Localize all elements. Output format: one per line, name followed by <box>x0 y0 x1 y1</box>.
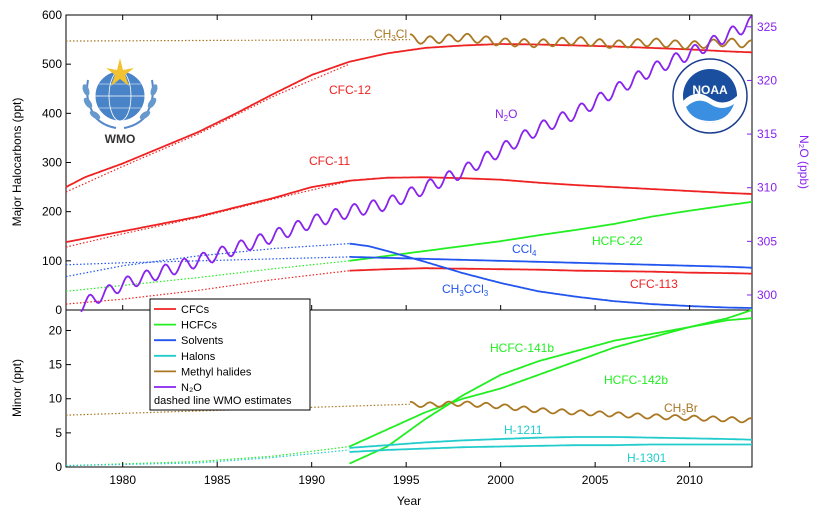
series-cfc-12-wmo <box>65 63 350 193</box>
lower-y-tick-label: 10 <box>49 392 63 406</box>
legend-item-label: N₂O <box>181 382 202 394</box>
h1301-label: H-1301 <box>627 451 667 465</box>
series-cfc-113 <box>349 267 752 275</box>
lower-y-tick-label: 0 <box>55 460 62 474</box>
series-hcfc-142b <box>349 317 753 448</box>
series-hcfc-141b <box>349 309 753 465</box>
series-ch3ccl3 <box>349 242 752 309</box>
upper-y-tick-label: 500 <box>42 57 62 71</box>
wmo-logo-icon: WMO <box>82 58 158 146</box>
ch3cl-label: CH3Cl <box>374 27 407 43</box>
lower-y-tick-label: 15 <box>49 358 63 372</box>
x-tick-label: 1980 <box>109 473 136 487</box>
ch3ccl3-label-b: CCl <box>464 282 484 296</box>
x-tick-label: 2000 <box>487 473 514 487</box>
upper-y2-tick-label: 325 <box>757 20 777 34</box>
ccl4-label-sub: 4 <box>532 249 537 258</box>
upper-y2-axis-label: N₂O (ppb) <box>797 135 811 189</box>
x-tick-label: 1995 <box>393 473 420 487</box>
legend-item-label: Solvents <box>181 335 224 347</box>
x-axis-label: Year <box>397 494 421 508</box>
hcfc142b-label: HCFC-142b <box>604 373 668 387</box>
n2o-label-a: N <box>495 107 504 121</box>
lower-y-axis-label: Minor (ppt) <box>10 359 24 417</box>
legend-items: CFCs HCFCs Solvents Halons Methyl halides N₂O <box>154 304 252 394</box>
wmo-logo-text: WMO <box>105 132 136 146</box>
x-tick-label: 1985 <box>204 473 231 487</box>
series-h-1211 <box>349 436 752 449</box>
legend-note: dashed line WMO estimates <box>154 395 292 407</box>
ch3cl-label-s: 3 <box>391 34 396 43</box>
series-cfc-11 <box>65 176 753 243</box>
legend-item-label: HCFCs <box>181 320 218 332</box>
x-tick-label: 2005 <box>582 473 609 487</box>
ch3br-label-a: CH <box>664 401 681 415</box>
lower-plot-frame <box>65 309 753 468</box>
upper-y-tick-label: 200 <box>42 205 62 219</box>
ccl4-label-main: CCl <box>512 242 532 256</box>
ch3br-label-s: 3 <box>681 408 686 417</box>
legend-box <box>149 298 311 411</box>
series-ch3ccl3-wmo <box>65 243 350 278</box>
ch3br-label-b: Br <box>686 401 698 415</box>
series-ch3br <box>409 400 753 424</box>
noaa-logo-text: NOAA <box>692 83 728 97</box>
ch3cl-label-b: Cl <box>396 27 407 41</box>
upper-y-tick-label: 100 <box>42 254 62 268</box>
n2o-label-s: 2 <box>504 114 509 123</box>
ch3br-label: CH3Br <box>664 401 698 417</box>
hcfc22-label: HCFC-22 <box>592 234 643 248</box>
legend: CFCs HCFCs Solvents Halons Methyl halides N₂O… <box>149 298 311 411</box>
ch3ccl3-label-s2: 3 <box>484 289 489 298</box>
lower-y-tick-label: 5 <box>55 426 62 440</box>
ch3ccl3-label-a: CH <box>442 282 459 296</box>
cfc113-label: CFC-113 <box>630 277 678 291</box>
series-h-1301 <box>349 443 752 453</box>
series-ccl4 <box>349 255 752 269</box>
ch3ccl3-label-s1: 3 <box>459 289 464 298</box>
legend-item-label: CFCs <box>181 304 210 316</box>
hcfc141b-label: HCFC-141b <box>490 341 554 355</box>
ch3cl-label-a: CH <box>374 27 391 41</box>
upper-y2-tick-label: 315 <box>757 127 777 141</box>
upper-y2-tick-label: 320 <box>757 73 777 87</box>
series-cfc-12 <box>65 43 753 188</box>
axes-group: 0100200300400500600300305310315320325051… <box>42 8 777 487</box>
ccl4-label: CCl4 <box>512 242 537 258</box>
upper-y2-tick-label: 310 <box>757 181 777 195</box>
n2o-label: N2O <box>495 107 517 123</box>
x-tick-label: 2010 <box>676 473 703 487</box>
legend-item-label: Halons <box>181 351 216 363</box>
n2o-label-b: O <box>508 107 517 121</box>
h1211-label: H-1211 <box>504 423 543 437</box>
upper-y-tick-label: 0 <box>55 303 62 317</box>
upper-y-tick-label: 400 <box>42 106 62 120</box>
upper-y-tick-label: 300 <box>42 156 62 170</box>
lower-y-tick-label: 20 <box>49 323 63 337</box>
upper-y-tick-label: 600 <box>42 8 62 22</box>
series-hcfc-22 <box>349 200 753 262</box>
upper-y2-tick-label: 305 <box>757 234 777 248</box>
upper-plot-frame <box>65 14 753 311</box>
x-tick-label: 1990 <box>298 473 325 487</box>
upper-series-group <box>65 15 753 313</box>
noaa-logo-icon: NOAA <box>672 58 748 134</box>
series-cfc-11-wmo <box>65 180 350 248</box>
series-hcfc-wmo <box>66 445 350 467</box>
cfc12-label: CFC-12 <box>329 83 371 97</box>
series-ch3cl <box>409 32 753 50</box>
legend-item-label: Methyl halides <box>181 366 252 378</box>
upper-y-axis-label: Major Halocarbons (ppt) <box>10 98 24 227</box>
cfc11-label: CFC-11 <box>309 154 350 168</box>
series-ch3cl-wmo <box>66 39 410 42</box>
series-n2o <box>80 15 753 313</box>
ch3ccl3-label: CH3CCl3 <box>442 282 489 298</box>
upper-y2-tick-label: 300 <box>757 288 777 302</box>
